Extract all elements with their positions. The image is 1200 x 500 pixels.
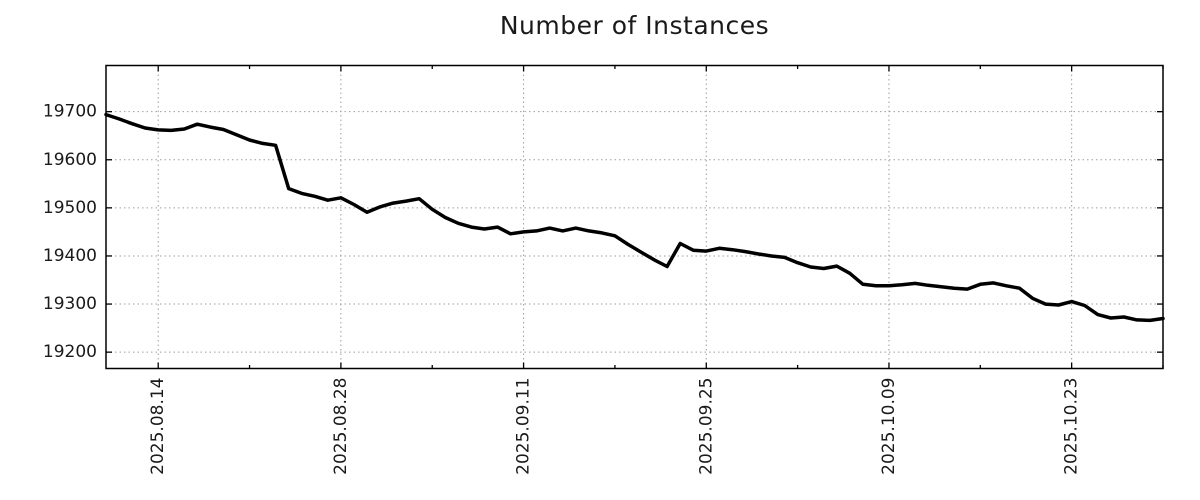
y-tick-label: 19400 — [43, 246, 97, 266]
y-tick-label: 19300 — [43, 294, 97, 314]
data-line — [104, 112, 1165, 323]
x-tick-label: 2025.09.11 — [514, 378, 534, 475]
x-tick-label: 2025.09.25 — [696, 378, 716, 475]
x-tick-label: 2025.10.23 — [1062, 378, 1082, 475]
y-tick-label: 19200 — [43, 342, 97, 362]
x-tick-label: 2025.10.09 — [879, 378, 899, 475]
x-tick-label: 2025.08.14 — [148, 378, 168, 475]
plot-border — [105, 64, 1164, 370]
x-tick-label: 2025.08.28 — [331, 378, 351, 475]
chart-title: Number of Instances — [499, 11, 770, 40]
y-tick-label: 19500 — [43, 198, 97, 218]
y-tick-label: 19700 — [43, 102, 97, 122]
y-tick-label: 19600 — [43, 150, 97, 170]
